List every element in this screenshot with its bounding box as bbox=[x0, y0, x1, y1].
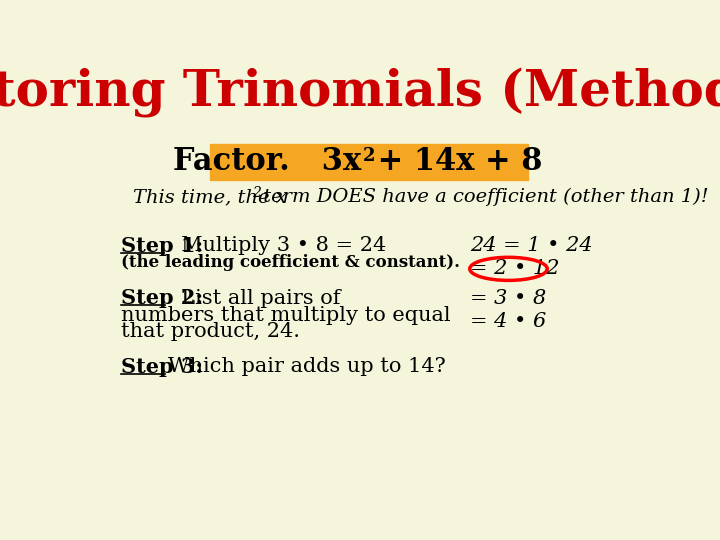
Text: 24 = 1 • 24: 24 = 1 • 24 bbox=[469, 237, 593, 255]
Text: that product, 24.: that product, 24. bbox=[121, 322, 300, 341]
Text: = 2 • 12: = 2 • 12 bbox=[469, 259, 559, 278]
Text: term DOES have a coefficient (other than 1)!: term DOES have a coefficient (other than… bbox=[258, 188, 709, 206]
Text: = 4 • 6: = 4 • 6 bbox=[469, 312, 546, 330]
Text: Step 2:: Step 2: bbox=[121, 288, 203, 308]
Text: + 14x + 8: + 14x + 8 bbox=[366, 146, 542, 177]
Text: List all pairs of: List all pairs of bbox=[168, 288, 340, 308]
FancyBboxPatch shape bbox=[210, 144, 528, 179]
Text: 2: 2 bbox=[252, 186, 261, 200]
Text: Multiply 3 • 8 = 24: Multiply 3 • 8 = 24 bbox=[168, 237, 386, 255]
Text: (the leading coefficient & constant).: (the leading coefficient & constant). bbox=[121, 254, 460, 271]
Text: Factor.   3x: Factor. 3x bbox=[173, 146, 361, 177]
Text: Step 3:: Step 3: bbox=[121, 356, 203, 376]
Text: 2: 2 bbox=[363, 147, 375, 165]
Text: = 3 • 8: = 3 • 8 bbox=[469, 288, 546, 308]
Text: Which pair adds up to 14?: Which pair adds up to 14? bbox=[168, 357, 445, 376]
Text: Step 1:: Step 1: bbox=[121, 236, 203, 256]
Text: Factoring Trinomials (Method 2*): Factoring Trinomials (Method 2*) bbox=[0, 67, 720, 117]
Text: This time, the x: This time, the x bbox=[132, 188, 287, 206]
Text: numbers that multiply to equal: numbers that multiply to equal bbox=[121, 306, 451, 325]
